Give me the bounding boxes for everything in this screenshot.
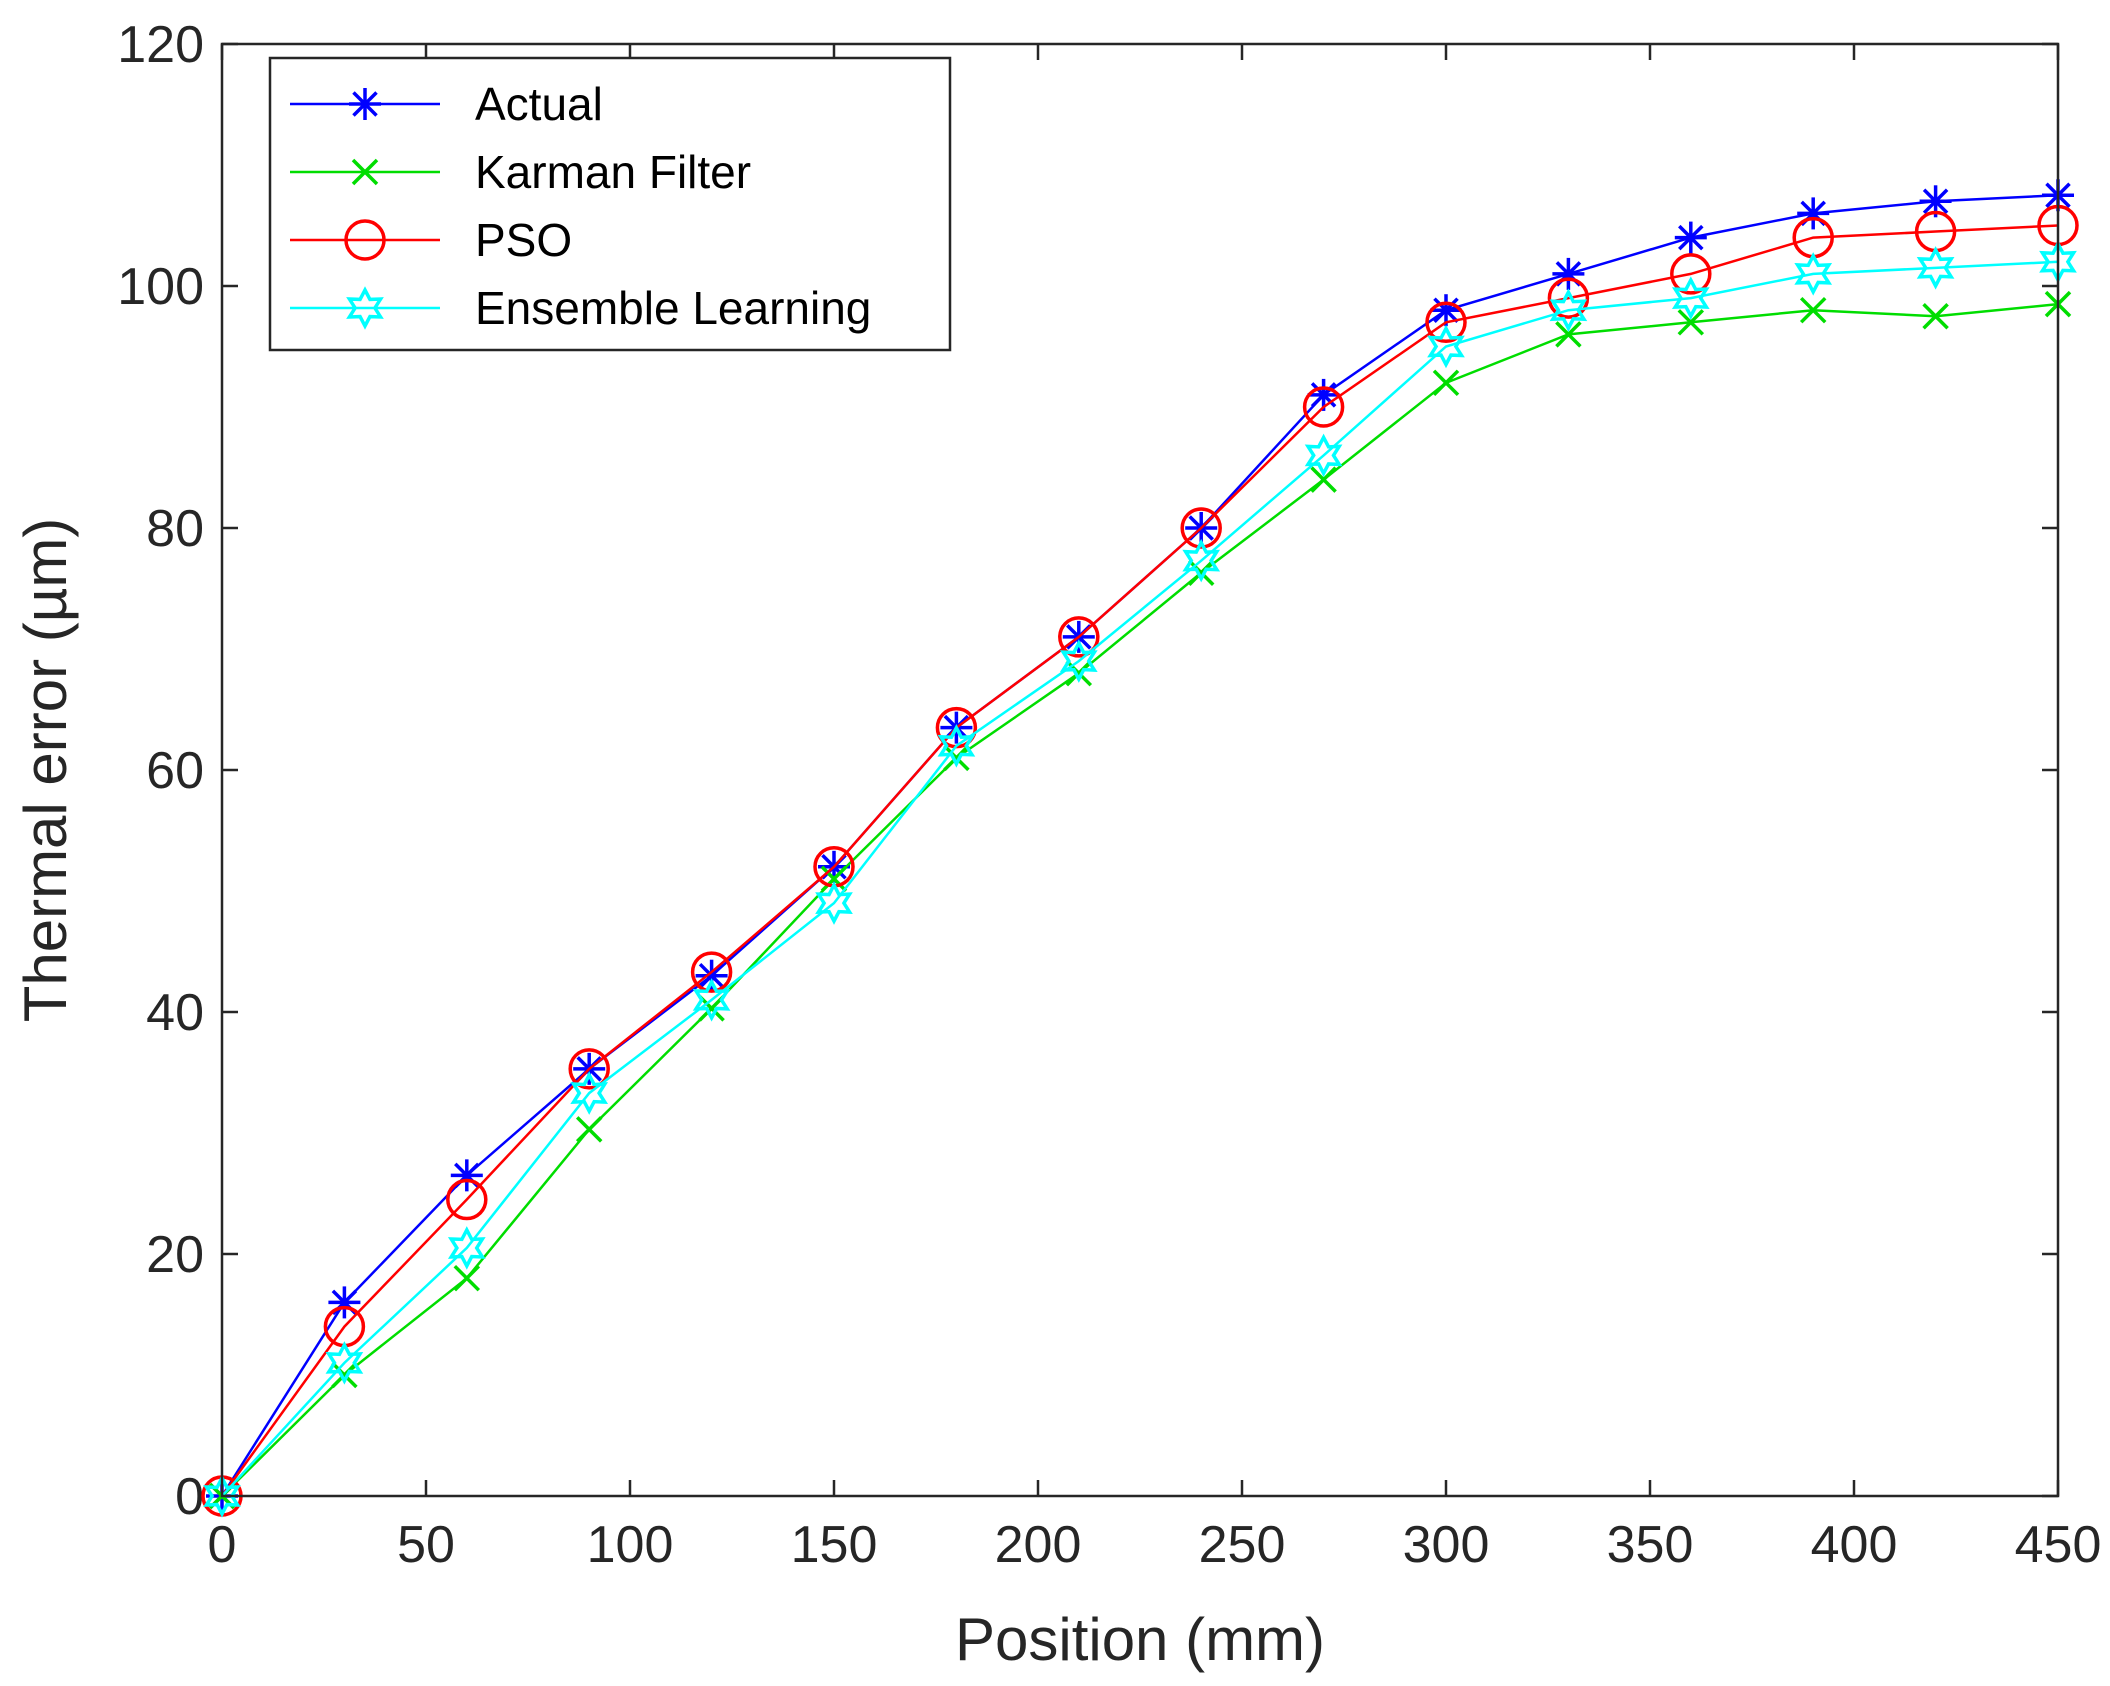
legend-entry: Actual [290,78,603,130]
data-point [1677,309,1705,336]
data-point [1058,616,1100,658]
x-axis-ticks: 0 50 100 150 200 250 300 350 400 450 [208,44,2102,1574]
legend-label: Actual [475,78,603,130]
y-tick-label: 60 [146,742,204,800]
data-point [575,1116,603,1143]
legend-marker [351,158,379,186]
legend-entry: Karman Filter [290,146,751,198]
data-point [815,881,853,925]
x-tick-label: 250 [1199,1516,1286,1574]
data-point [1547,277,1590,319]
data-point [1552,257,1585,290]
data-point [1799,296,1827,324]
data-point [1180,507,1222,549]
legend-label: Karman Filter [475,146,751,198]
y-tick-label: 80 [146,500,204,558]
data-point [820,865,848,893]
legend: Actual Karman Filter PSO Ensemble Learning [268,56,952,352]
data-point [1059,639,1098,683]
x-tick-label: 300 [1403,1516,1490,1574]
data-point [692,978,731,1022]
axes-box [220,42,2060,1498]
y-tick-label: 20 [146,1226,204,1284]
x-tick-label: 150 [791,1516,878,1574]
y-axis-title: Thermal error (µm) [12,518,79,1023]
data-point [1430,294,1462,327]
data-point [447,1226,486,1270]
data-point [568,1048,610,1090]
data-point [943,744,970,772]
legend-label: PSO [475,214,572,266]
data-point [1302,386,1345,428]
legend-marker [346,286,384,330]
series-karman-filter [208,290,2072,1510]
x-tick-label: 450 [2015,1516,2102,1574]
data-point [331,1361,358,1389]
data-point [1670,253,1712,295]
data-point [1797,197,1830,230]
x-tick-label: 50 [397,1516,455,1574]
series-line [221,302,2059,1497]
series-ensemble-learning [203,240,2077,1518]
data-point [1427,324,1465,369]
data-point [698,995,725,1022]
series-line [221,260,2059,1497]
data-point [1310,466,1337,493]
series-line [220,224,2059,1497]
data-point [1187,559,1215,587]
data-point [1304,433,1343,478]
data-point [937,724,976,768]
data-point [570,1071,609,1115]
data-point [1425,301,1467,344]
x-tick-label: 0 [208,1516,237,1574]
series-layer [201,179,2079,1518]
legend-marker [344,219,386,261]
data-point [1674,221,1707,254]
data-point [695,959,728,992]
data-point [1916,246,1955,290]
data-point [1922,303,1949,330]
legend-entry: Ensemble Learning [290,282,871,334]
data-point [446,1178,488,1221]
x-axis-title: Position (mm) [955,1606,1325,1673]
y-tick-label: 0 [175,1468,204,1526]
legend-label: Ensemble Learning [475,282,871,334]
data-point [1555,321,1582,348]
legend-box [268,56,952,352]
x-tick-label: 200 [995,1516,1082,1574]
y-axis-ticks: 0 20 40 60 80 100 120 [117,16,2058,1526]
data-point [1182,538,1221,583]
legend-entry: PSO [290,214,572,266]
data-point [1794,252,1833,296]
data-point [203,1474,241,1518]
data-point [1432,369,1460,397]
data-point [690,951,733,993]
data-point [453,1264,481,1292]
data-point [1671,276,1710,320]
y-tick-label: 40 [146,984,204,1042]
data-point [325,1341,364,1385]
legend-marker [349,88,381,120]
x-tick-label: 100 [587,1516,674,1574]
data-point [1549,288,1588,332]
y-tick-label: 120 [117,16,204,74]
x-tick-label: 350 [1607,1516,1694,1574]
y-tick-label: 100 [117,258,204,316]
x-tick-label: 400 [1811,1516,1898,1574]
